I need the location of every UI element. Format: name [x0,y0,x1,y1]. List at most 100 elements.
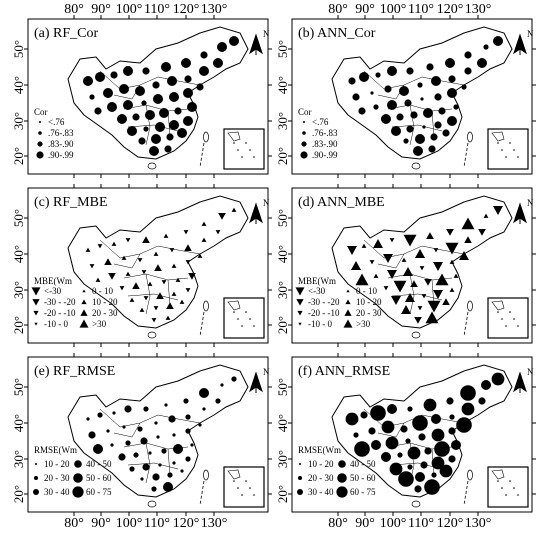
station-marker [85,247,91,252]
station-marker [417,82,423,88]
station-marker [156,435,160,439]
legend-marker [32,299,40,306]
station-marker [447,116,457,126]
legend-marker [345,299,351,305]
inset-island [501,318,503,320]
lat-label: 50° [11,378,26,396]
sea-boundary [199,311,205,337]
island-hainan [411,162,421,170]
legend-label: 50 - 60 [86,473,112,483]
station-marker [401,257,407,262]
panel-title: (a) RF_Cor [34,26,99,41]
inset-island [513,318,515,320]
station-marker [135,86,145,96]
station-marker [406,67,414,75]
north-label: N [263,367,270,377]
inset-island [517,325,519,327]
station-marker [359,72,369,82]
station-marker [417,306,423,311]
map-panel-b: 80° 90° 100° 110° 120° 130° 20° 30° 40° 50° N (b) A… [275,2,536,178]
station-marker [125,440,131,446]
station-marker [180,469,184,473]
station-marker [132,113,140,121]
station-marker [163,233,169,238]
lon-label: 120° [173,2,200,17]
inset-coast [491,469,505,480]
station-marker [197,253,203,258]
station-marker [451,440,461,450]
inset-island [497,142,499,144]
station-marker [446,228,454,236]
lon-label: 110° [144,2,170,17]
legend-marker [37,141,43,147]
station-marker [104,258,112,266]
station-marker [415,472,425,482]
legend-label: -20 - -10 [44,308,76,318]
country-outline [331,26,513,160]
province-border [409,104,415,146]
station-marker [348,77,356,85]
station-marker [360,411,368,419]
lat-label: 50° [11,40,26,58]
station-marker [420,97,424,101]
station-marker [152,473,160,481]
station-marker [404,99,412,107]
station-marker [442,129,450,137]
station-marker [121,255,127,260]
station-marker [400,425,408,433]
station-marker [103,88,113,98]
station-marker [148,451,152,455]
lon-label: 80° [328,516,348,531]
station-marker [142,67,150,75]
lon-label: 100° [380,2,407,17]
inset-island [501,149,503,151]
lat-label: 30° [275,281,290,299]
legend-marker [79,319,89,328]
province-border [99,239,141,259]
inset-island [245,142,247,144]
station-marker [217,42,227,52]
legend-label: -30 - -20 [308,297,340,307]
legend-marker [344,309,352,316]
station-marker [167,472,173,478]
lon-label: 100° [380,516,407,531]
legend-label: 30 - 40 [44,487,70,497]
station-marker [491,372,505,386]
province-border [145,442,151,484]
station-marker [218,212,226,220]
legend-marker [301,141,307,147]
inset-island [505,325,507,327]
station-marker [142,463,150,471]
inset-island [233,311,235,313]
legend-label: -30 - -20 [44,297,76,307]
legend-marker [338,460,346,468]
station-marker [142,236,150,244]
north-label: N [263,29,270,39]
station-marker [86,417,90,421]
lat-label: 40° [11,414,26,432]
map-panel-c: 20° 30° 40° 50° N (c) RF_MBE MBE(Wm<-30-30 - -… [11,184,272,347]
lat-label: 20° [275,316,290,334]
station-marker [110,71,118,79]
station-marker [426,232,434,240]
station-marker [95,277,101,282]
legend-marker [346,289,350,293]
inset-island [497,311,499,313]
station-marker [483,44,489,50]
legend-label: 10 - 20 [308,459,334,469]
inset-island [505,156,507,158]
country-outline [67,364,249,498]
station-marker [139,307,145,312]
inset-coast [227,300,241,311]
station-marker [445,242,459,255]
station-marker [201,237,207,242]
inset-island [241,325,243,327]
station-marker [430,133,438,141]
lat-label: 50° [275,378,290,396]
station-marker [448,455,456,463]
station-marker [453,273,459,278]
station-marker [111,241,117,246]
lon-label: 130° [465,516,492,531]
legend-marker [295,287,305,296]
sea-boundary [463,311,469,337]
